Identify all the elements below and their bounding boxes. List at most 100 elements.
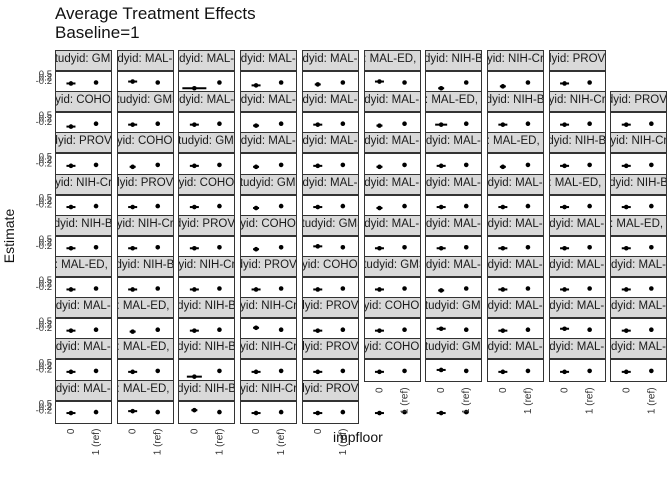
reference-point <box>340 121 346 126</box>
reference-point <box>278 121 284 126</box>
facet-strip: studyid: MAL-ED <box>610 256 668 277</box>
reference-point <box>525 80 531 85</box>
estimate-point <box>192 328 197 333</box>
facet-strip: studyid: NIH-Birth <box>425 50 483 71</box>
facet-strip: studyid: NIH-Crypto <box>116 214 174 236</box>
facet-strip: studyid: MAL-ED <box>548 256 606 277</box>
facet-strip: studyid: MAL-ED <box>301 50 359 71</box>
reference-point <box>93 80 99 85</box>
estimate-point <box>130 122 135 127</box>
facet-strip-label: studyid: MAL-ED <box>610 259 666 271</box>
estimate-point <box>130 204 135 210</box>
facet-strip-label: studyid: MAL-ED <box>55 382 111 395</box>
reference-point <box>649 368 654 374</box>
reference-point <box>278 245 284 250</box>
reference-point <box>402 327 407 333</box>
x-tick-label: 0 <box>189 428 200 434</box>
reference-point <box>587 327 592 333</box>
facet-strip: studyid: MAL-ED <box>301 132 359 154</box>
estimate-point <box>315 82 321 87</box>
reference-point <box>93 162 99 168</box>
facet-strip: studyid: COHORTS <box>178 173 236 195</box>
estimate-point <box>623 245 629 251</box>
estimate-point <box>192 407 197 413</box>
estimate-point <box>377 369 382 375</box>
facet-strip-label: studyid: MAL-ED <box>610 300 666 313</box>
facet-strip: studyid: COHORTS <box>363 338 421 360</box>
facet-strip: studyid: PROVIDE <box>301 297 359 319</box>
estimate-point <box>562 122 567 127</box>
facet-strip-label: studyid: PROVIDE <box>303 382 359 395</box>
y-tick-label: -0.2 <box>36 282 52 293</box>
estimate-point <box>68 204 74 210</box>
estimate-point <box>130 164 135 170</box>
y-tick-label: 0.2 <box>39 279 52 290</box>
estimate-point <box>130 329 135 334</box>
facet-strip: studyid: NIH-Birth <box>610 173 668 195</box>
facet-strip-label: studyid: COHORTS <box>301 259 358 271</box>
y-tick-label: -0.2 <box>36 76 52 87</box>
facet-strip: studyid: PROVIDE <box>301 338 359 360</box>
estimate-point <box>130 79 135 84</box>
facet-strip-label: studyid: GMS <box>425 300 481 313</box>
facet-strip-label: studyid: MAL-ED <box>549 341 605 354</box>
facet-strip-label: studyid: NIH-Crypto <box>240 341 298 354</box>
x-tick-label: 0 <box>374 387 385 393</box>
estimate-point <box>377 287 382 292</box>
y-tick-label: 0.5 <box>39 110 52 121</box>
facet-strip-label: studyid: MAL-ED, country <box>55 259 111 271</box>
facet-strip: studyid: PROVIDE <box>116 173 174 195</box>
chart-title: Average Treatment Effects <box>55 4 256 23</box>
reference-point <box>155 203 161 209</box>
facet-strip: studyid: MAL-ED, country <box>486 132 544 154</box>
y-tick-label: 0.2 <box>39 320 52 331</box>
x-tick-label: 0 <box>560 387 571 393</box>
estimate-point <box>623 287 629 292</box>
reference-point <box>587 368 592 374</box>
y-tick-label: 0.2 <box>39 155 52 166</box>
reference-point <box>525 327 531 333</box>
x-tick-label: 1 (ref) <box>400 387 411 414</box>
estimate-point <box>438 326 444 332</box>
y-tick-label: 0.2 <box>39 114 52 125</box>
estimate-point <box>315 204 321 210</box>
facet-strip: studyid: MAL-ED <box>301 173 359 195</box>
facet-strip: studyid: GMS <box>425 297 483 319</box>
reference-point <box>402 162 407 168</box>
reference-point <box>463 203 469 209</box>
facet-strip: studyid: MAL-ED <box>178 50 236 71</box>
facet-strip-label: studyid: NIH-Crypto <box>486 53 544 65</box>
facet-strip-label: studyid: NIH-Birth <box>179 300 236 313</box>
facet-panel <box>363 359 421 383</box>
reference-point <box>587 245 592 250</box>
reference-point <box>340 286 346 291</box>
facet-strip: studyid: NIH-Birth <box>55 214 112 236</box>
x-tick-label: 0 <box>66 428 77 434</box>
y-tick-label: -0.2 <box>36 323 52 334</box>
facet-strip: studyid: GMS <box>116 91 174 113</box>
reference-point <box>649 286 654 291</box>
reference-point <box>340 203 346 209</box>
facet-strip-label: studyid: NIH-Birth <box>56 217 112 230</box>
estimate-point <box>623 122 629 127</box>
reference-point <box>649 327 654 333</box>
facet-panel <box>116 400 174 424</box>
reference-point <box>402 368 407 374</box>
estimate-point <box>315 244 321 249</box>
reference-point <box>93 203 99 209</box>
facet-panel <box>425 359 483 383</box>
facet-strip-label: studyid: MAL-ED <box>179 94 235 107</box>
estimate-point <box>315 410 321 416</box>
y-tick-label: 0.5 <box>39 69 52 80</box>
facet-strip-label: studyid: MAL-ED <box>117 53 173 65</box>
facet-strip: studyid: MAL-ED <box>55 379 112 401</box>
facet-panel <box>548 359 606 383</box>
reference-point <box>402 80 407 85</box>
facet-strip: studyid: NIH-Crypto <box>486 50 544 71</box>
reference-point <box>463 121 469 126</box>
estimate-point <box>623 369 629 375</box>
reference-point <box>402 203 407 209</box>
estimate-point <box>500 369 506 375</box>
facet-strip: studyid: PROVIDE <box>301 379 359 401</box>
reference-point <box>649 203 654 209</box>
